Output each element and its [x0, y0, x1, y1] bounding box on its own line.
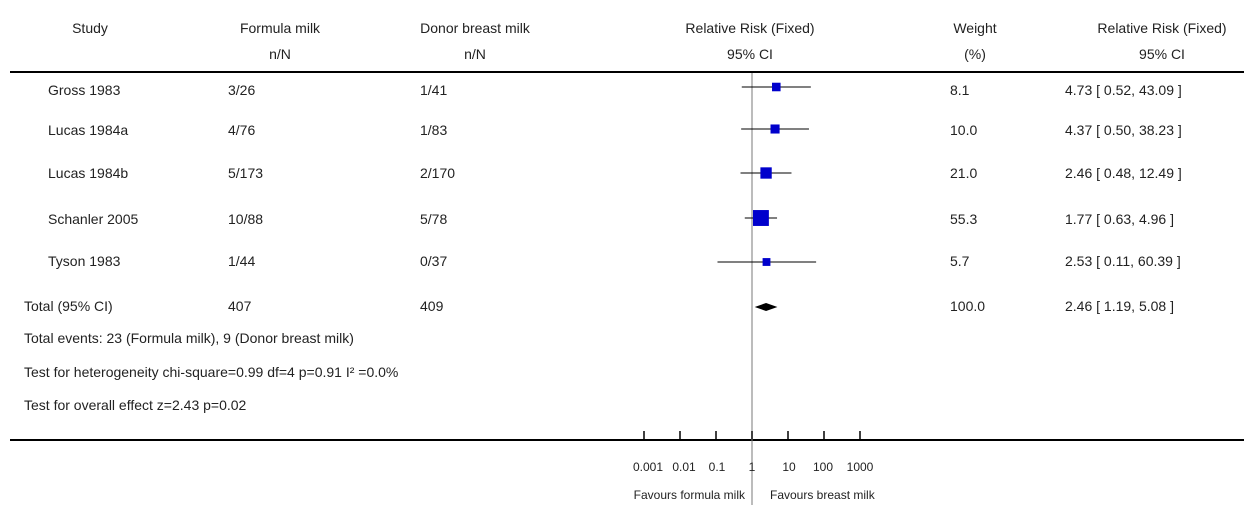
- row-ci-text: 1.77 [ 0.63, 4.96 ]: [1065, 211, 1174, 227]
- header-donor: Donor breast milk: [420, 20, 530, 36]
- tick-label: 10: [782, 460, 796, 474]
- row-weight: 21.0: [950, 165, 978, 181]
- row-donor: 1/41: [420, 82, 448, 98]
- study-marker: [760, 167, 772, 179]
- tick-label: 1000: [847, 460, 874, 474]
- total-ci-text: 2.46 [ 1.19, 5.08 ]: [1065, 298, 1174, 314]
- row-ci-text: 4.73 [ 0.52, 43.09 ]: [1065, 82, 1182, 98]
- header-rr-text: Relative Risk (Fixed): [1097, 20, 1227, 36]
- header-rule: [10, 71, 1244, 73]
- tick-label: 0.01: [672, 460, 696, 474]
- header-rr-plot-sub: 95% CI: [727, 46, 773, 62]
- tick-label: 100: [813, 460, 833, 474]
- row-donor: 2/170: [420, 165, 456, 181]
- row-study: Gross 1983: [48, 82, 121, 98]
- tick-label: 0.1: [709, 460, 726, 474]
- footer-rule: [10, 439, 1244, 441]
- row-formula: 5/173: [228, 165, 264, 181]
- total-study: Total (95% CI): [24, 298, 113, 314]
- tick-label: 0.001: [633, 460, 663, 474]
- study-marker: [762, 258, 771, 266]
- favours-left-label: Favours formula milk: [633, 488, 745, 502]
- header-formula: Formula milk: [239, 20, 321, 36]
- row-ci-text: 4.37 [ 0.50, 38.23 ]: [1065, 122, 1182, 138]
- row-ci-text: 2.53 [ 0.11, 60.39 ]: [1065, 253, 1181, 269]
- note-heterogeneity: Test for heterogeneity chi-square=0.99 d…: [24, 364, 399, 380]
- total-formula: 407: [228, 298, 252, 314]
- row-weight: 5.7: [950, 253, 970, 269]
- total-donor: 409: [420, 298, 444, 314]
- favours-right-label: Favours breast milk: [770, 488, 875, 502]
- row-study: Lucas 1984a: [48, 122, 129, 138]
- header-study: Study: [72, 20, 108, 36]
- note-overall: Test for overall effect z=2.43 p=0.02: [24, 397, 247, 413]
- header-weight: Weight: [953, 20, 997, 36]
- note-events: Total events: 23 (Formula milk), 9 (Dono…: [24, 330, 354, 346]
- row-ci-text: 2.46 [ 0.48, 12.49 ]: [1065, 165, 1182, 181]
- header-rr-text-sub: 95% CI: [1139, 46, 1185, 62]
- header-donor-sub: n/N: [464, 46, 486, 62]
- row-formula: 10/88: [228, 211, 264, 227]
- header-rr-plot: Relative Risk (Fixed): [685, 20, 815, 36]
- row-formula: 4/76: [228, 122, 256, 138]
- row-study: Schanler 2005: [48, 211, 139, 227]
- row-formula: 1/44: [228, 253, 256, 269]
- row-donor: 1/83: [420, 122, 448, 138]
- header-formula-sub: n/N: [269, 46, 291, 62]
- study-marker: [752, 210, 769, 226]
- row-study: Tyson 1983: [48, 253, 121, 269]
- row-donor: 5/78: [420, 211, 448, 227]
- study-marker: [770, 124, 780, 134]
- row-donor: 0/37: [420, 253, 448, 269]
- study-marker: [772, 82, 781, 92]
- row-weight: 8.1: [950, 82, 970, 98]
- tick-label: 1: [749, 460, 756, 474]
- row-weight: 10.0: [950, 122, 978, 138]
- total-weight: 100.0: [950, 298, 986, 314]
- pooled-diamond: [754, 303, 778, 311]
- header-weight-sub: (%): [964, 46, 986, 62]
- row-formula: 3/26: [228, 82, 256, 98]
- row-weight: 55.3: [950, 211, 978, 227]
- row-study: Lucas 1984b: [48, 165, 129, 181]
